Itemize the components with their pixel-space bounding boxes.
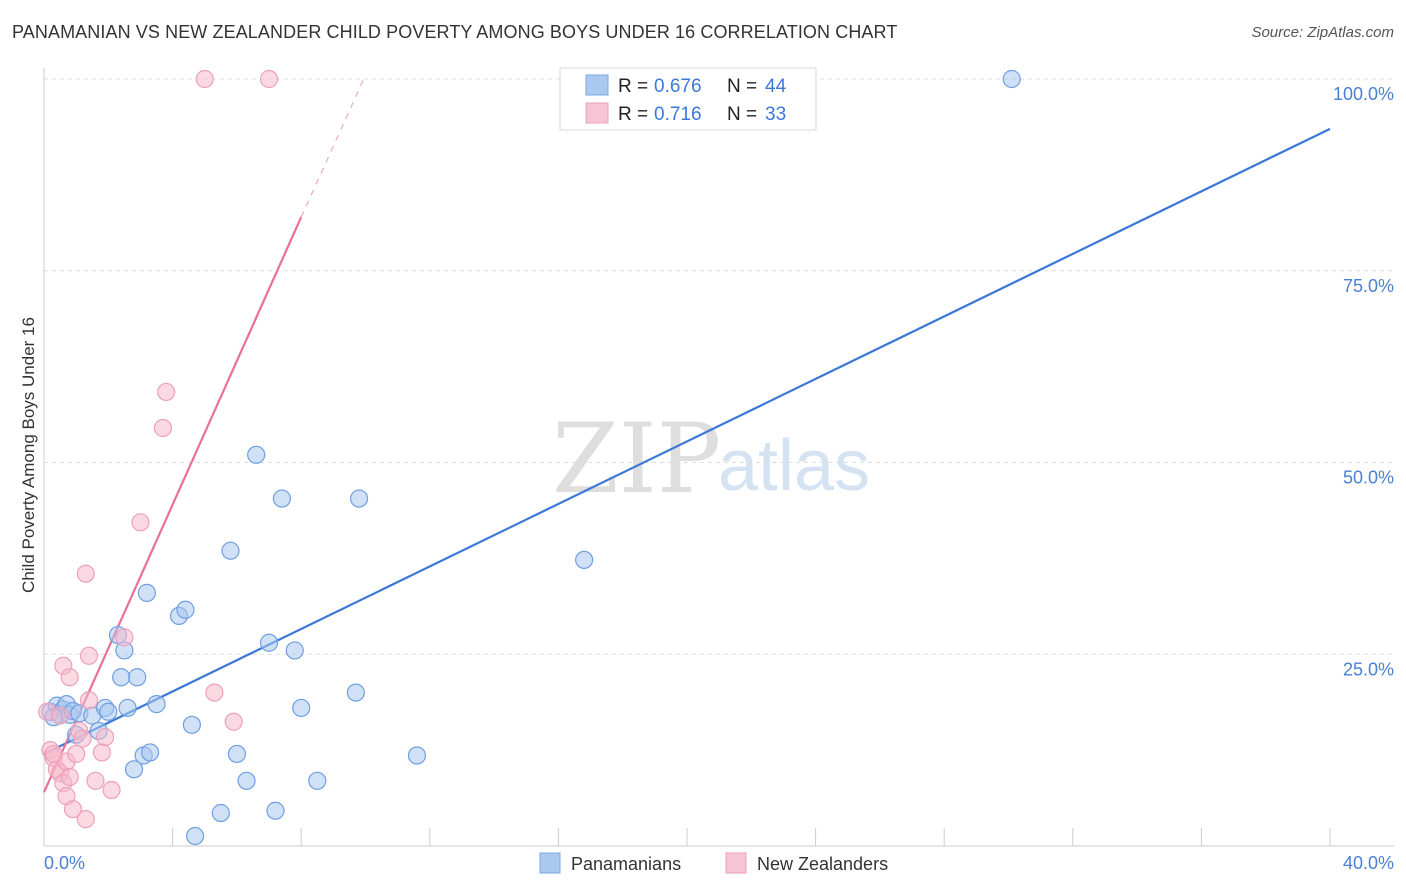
legend-swatch-pink: [585, 102, 609, 124]
point-panamanian: [140, 743, 160, 762]
point-new-zealander: [259, 69, 279, 89]
point-panamanian: [247, 445, 266, 464]
point-panamanian: [285, 641, 304, 660]
chart-title: PANAMANIAN VS NEW ZEALANDER CHILD POVERT…: [12, 22, 898, 42]
trendline-panamanians: [43, 127, 1331, 755]
point-new-zealander: [60, 767, 79, 787]
point-panamanian: [118, 698, 137, 718]
legend-pink-r-label: R =: [618, 104, 648, 125]
source-credit: Source: ZipAtlas.com: [1251, 24, 1394, 41]
point-panamanian: [1002, 69, 1021, 89]
top-legend: R = 0.676 N = 44 R = 0.716 N = 33: [559, 67, 817, 131]
bottom-legend-swatch-pink: [725, 852, 747, 874]
bottom-legend-swatch-blue: [539, 852, 561, 874]
y-tick-label: 75.0%: [1343, 276, 1394, 296]
watermark-zip: ZIP: [552, 403, 721, 515]
legend-blue-n-value: 44: [765, 76, 787, 97]
point-new-zealander: [44, 744, 63, 764]
bottom-legend-label-pink: New Zealanders: [757, 854, 888, 874]
point-new-zealander: [157, 382, 176, 402]
x-tick-label-max: 40.0%: [1343, 853, 1394, 873]
point-new-zealander: [76, 810, 95, 829]
point-new-zealander: [86, 771, 105, 790]
point-panamanian: [259, 633, 279, 652]
point-panamanian: [124, 760, 144, 779]
point-new-zealander: [67, 744, 86, 764]
point-new-zealander: [153, 418, 173, 438]
point-new-zealander: [60, 668, 79, 687]
legend-pink-n-label: N =: [727, 104, 757, 125]
legend-pink-n-value: 33: [765, 104, 786, 125]
bottom-legend-label-blue: Panamanians: [571, 854, 681, 874]
point-panamanian: [112, 668, 131, 687]
point-panamanian: [237, 771, 256, 790]
point-panamanian: [272, 489, 292, 508]
legend-blue-n-label: N =: [727, 76, 757, 97]
point-panamanian: [147, 695, 166, 714]
point-panamanian: [349, 489, 369, 508]
point-new-zealander: [76, 564, 95, 583]
point-panamanian: [211, 803, 230, 823]
trendline-new-zealanders-extension: [300, 74, 367, 218]
point-new-zealander: [95, 727, 115, 747]
bottom-legend: Panamanians New Zealanders: [539, 852, 888, 874]
watermark-atlas: atlas: [718, 426, 870, 506]
legend-swatch-blue: [585, 74, 609, 96]
point-panamanian: [292, 698, 311, 718]
point-new-zealander: [73, 729, 92, 748]
point-new-zealander: [79, 691, 99, 710]
point-panamanian: [227, 744, 246, 764]
point-panamanian: [99, 702, 118, 721]
legend-blue-r-value: 0.676: [654, 76, 702, 97]
point-panamanian: [575, 550, 594, 570]
point-new-zealander: [205, 683, 224, 702]
point-panamanian: [308, 771, 327, 790]
point-panamanian: [221, 541, 240, 560]
point-panamanian: [346, 683, 365, 702]
legend-blue-r-label: R =: [618, 76, 648, 97]
point-panamanian: [266, 801, 285, 820]
point-new-zealander: [195, 69, 214, 89]
point-panamanian: [407, 746, 427, 765]
y-tick-label: 100.0%: [1333, 84, 1394, 104]
point-panamanian: [128, 668, 147, 687]
y-tick-label: 50.0%: [1343, 468, 1394, 488]
legend-pink-r-value: 0.716: [654, 104, 702, 125]
point-new-zealander: [131, 513, 150, 532]
grid-layer: [44, 78, 1394, 655]
point-new-zealander: [63, 800, 83, 819]
point-panamanian: [137, 583, 156, 602]
point-new-zealander: [92, 743, 111, 762]
point-new-zealander: [102, 780, 121, 800]
point-new-zealander: [79, 646, 99, 665]
point-panamanian: [176, 600, 195, 619]
y-axis-label: Child Poverty Among Boys Under 16: [19, 317, 38, 593]
point-new-zealander: [115, 628, 134, 647]
point-new-zealander: [224, 712, 243, 731]
y-tick-label: 25.0%: [1343, 659, 1394, 679]
point-new-zealander: [50, 706, 70, 725]
point-panamanian: [182, 715, 201, 734]
points-layer: [38, 69, 1021, 846]
x-tick-label-min: 0.0%: [44, 853, 85, 873]
point-panamanian: [186, 826, 205, 846]
